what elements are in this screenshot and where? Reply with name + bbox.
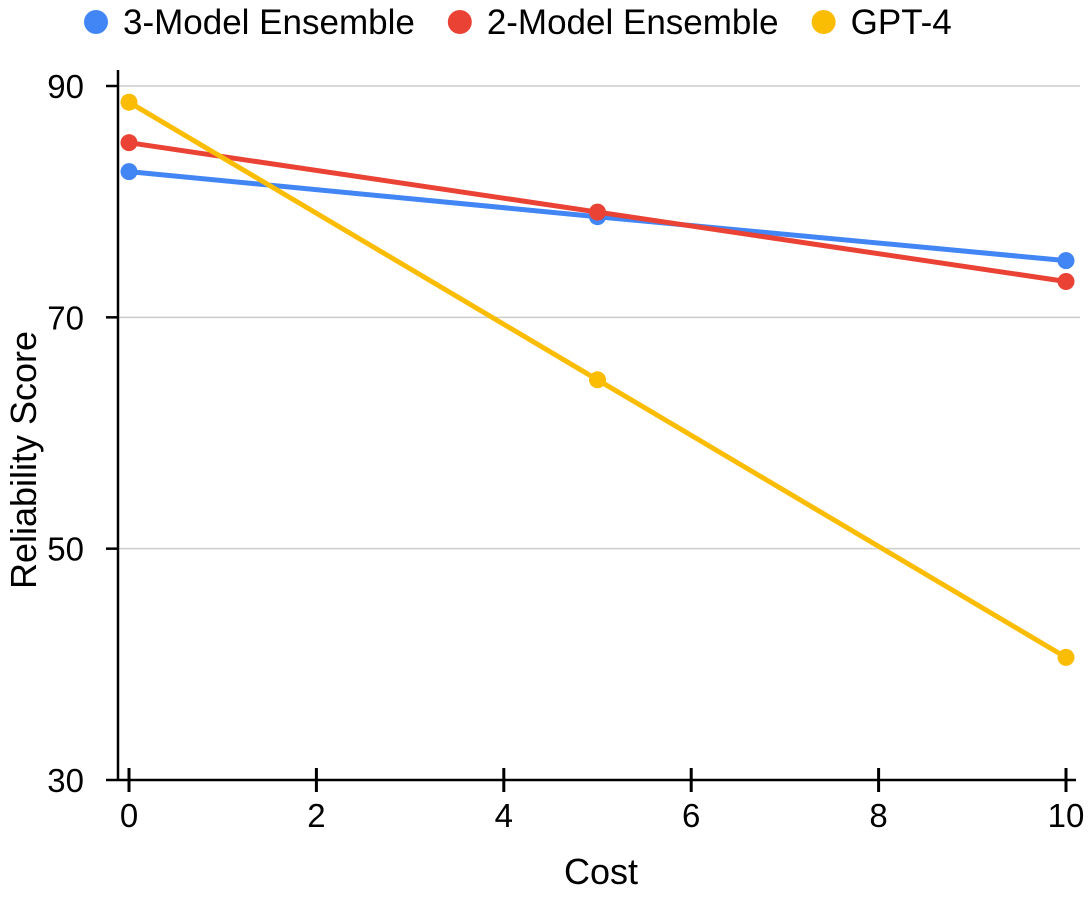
legend-marker — [811, 10, 836, 34]
y-tick-label: 90 — [47, 68, 84, 105]
legend-label: 2-Model Ensemble — [487, 3, 779, 42]
data-point — [1057, 252, 1075, 270]
x-tick-label: 6 — [682, 797, 700, 834]
x-tick-label: 2 — [307, 797, 325, 834]
legend: 3-Model Ensemble 2-Model Ensemble GPT-4 — [84, 3, 952, 42]
data-point — [120, 93, 138, 111]
y-tick-label: 50 — [47, 531, 84, 568]
legend-label: 3-Model Ensemble — [123, 3, 415, 42]
legend-item-0: 3-Model Ensemble — [84, 3, 415, 42]
legend-marker — [84, 10, 108, 34]
data-point — [1057, 272, 1075, 290]
legend-item-1: 2-Model Ensemble — [447, 3, 779, 42]
gridlines — [118, 85, 1080, 550]
x-axis-title: Cost — [564, 851, 638, 892]
legend-label: GPT-4 — [851, 3, 952, 42]
y-tick-label: 70 — [47, 299, 84, 336]
y-tick-label: 30 — [47, 762, 84, 799]
data-point — [589, 203, 606, 221]
series-layer — [120, 93, 1075, 666]
x-tick-label: 4 — [495, 797, 513, 834]
data-point — [589, 371, 606, 389]
x-tick-label: 10 — [1048, 797, 1085, 834]
x-tick-label: 0 — [120, 797, 138, 834]
legend-item-2: GPT-4 — [811, 3, 952, 42]
legend-marker — [447, 10, 472, 34]
x-tick-label: 8 — [869, 797, 887, 834]
y-axis-title: Reliability Score — [3, 331, 44, 589]
data-point — [1057, 648, 1075, 666]
data-point — [120, 134, 138, 152]
axes: 30 50 70 90 0 2 4 6 8 10 — [47, 68, 1084, 834]
data-point — [120, 163, 138, 181]
